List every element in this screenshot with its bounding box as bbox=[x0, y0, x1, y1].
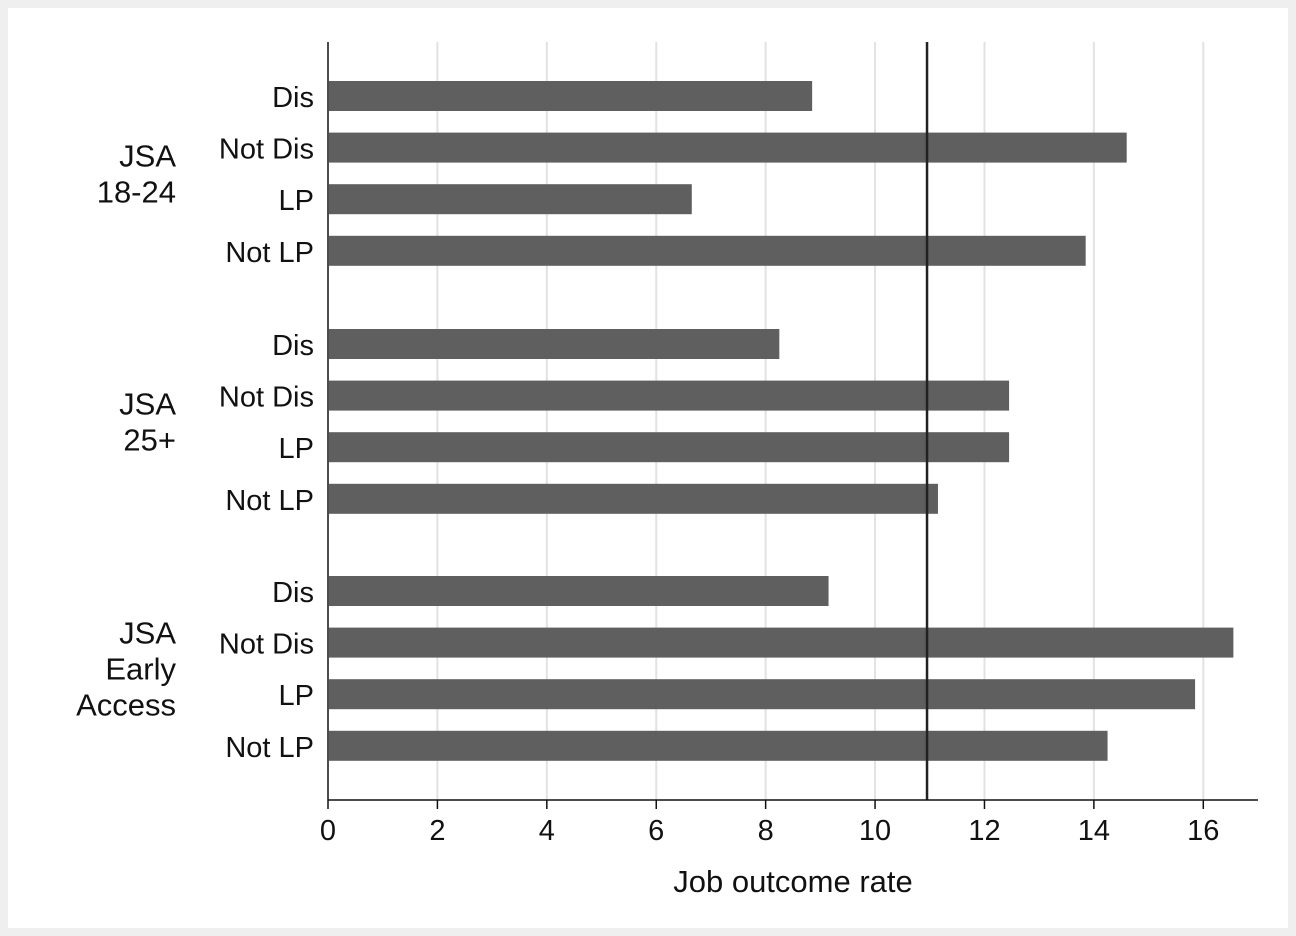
category-label: Not LP bbox=[225, 485, 314, 517]
x-tick-label: 12 bbox=[968, 815, 1000, 847]
bar bbox=[329, 679, 1196, 710]
category-label: Dis bbox=[272, 577, 314, 609]
x-tick-label: 10 bbox=[859, 815, 891, 847]
x-tick-label: 2 bbox=[429, 815, 445, 847]
bar bbox=[329, 329, 780, 359]
group-label-line: JSA bbox=[119, 386, 176, 421]
bar-chart: 0 2 4 6 8 10 12 14 16 Dis Not Dis LP Not LP Dis Not D… bbox=[76, 42, 1258, 899]
category-label: Not Dis bbox=[219, 134, 314, 166]
category-label: LP bbox=[279, 680, 314, 712]
bar bbox=[329, 576, 829, 606]
category-label: Dis bbox=[272, 330, 314, 362]
x-tick-label: 6 bbox=[648, 815, 664, 847]
bar bbox=[329, 81, 813, 111]
category-labels: Dis Not Dis LP Not LP Dis Not Dis LP Not LP Dis N… bbox=[219, 82, 314, 764]
group-label-line: 25+ bbox=[123, 422, 176, 457]
category-label: Not LP bbox=[225, 732, 314, 764]
x-ticks: 0 2 4 6 8 10 12 14 16 bbox=[320, 800, 1219, 847]
group-label-line: Early bbox=[105, 651, 176, 686]
group-label-line: Access bbox=[76, 687, 176, 722]
category-label: LP bbox=[279, 433, 314, 465]
category-label: Not Dis bbox=[219, 629, 314, 661]
bars bbox=[329, 81, 1234, 761]
x-tick-label: 16 bbox=[1187, 815, 1219, 847]
chart-frame: 0 2 4 6 8 10 12 14 16 Dis Not Dis LP Not LP Dis Not D… bbox=[8, 8, 1288, 928]
x-tick-label: 14 bbox=[1078, 815, 1110, 847]
category-label: Not LP bbox=[225, 237, 314, 269]
group-label-line: 18-24 bbox=[97, 174, 176, 209]
bar bbox=[329, 380, 1010, 411]
category-label: LP bbox=[279, 185, 314, 217]
category-label: Dis bbox=[272, 82, 314, 114]
bar bbox=[329, 730, 1108, 761]
axes bbox=[327, 42, 1258, 801]
bar bbox=[329, 432, 1010, 463]
bar bbox=[329, 184, 692, 215]
bar bbox=[329, 627, 1234, 658]
bar bbox=[329, 483, 938, 514]
category-label: Not Dis bbox=[219, 382, 314, 414]
gridlines bbox=[436, 42, 1205, 800]
group-label-line: JSA bbox=[119, 138, 176, 173]
bar bbox=[329, 132, 1127, 163]
x-tick-label: 8 bbox=[758, 815, 774, 847]
x-tick-label: 0 bbox=[320, 815, 336, 847]
x-axis-title: Job outcome rate bbox=[673, 864, 913, 899]
group-label-line: JSA bbox=[119, 615, 176, 650]
bar bbox=[329, 235, 1086, 266]
x-tick-label: 4 bbox=[539, 815, 555, 847]
